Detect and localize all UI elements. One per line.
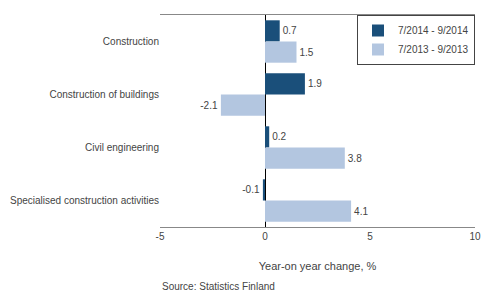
svg-text:5: 5 xyxy=(367,231,373,242)
svg-text:0.7: 0.7 xyxy=(283,25,297,36)
svg-text:Year-on year change, %: Year-on year change, % xyxy=(259,260,377,272)
svg-text:Construction of buildings: Construction of buildings xyxy=(49,89,159,100)
svg-text:1.9: 1.9 xyxy=(308,78,322,89)
svg-text:Source: Statistics Finland: Source: Statistics Finland xyxy=(162,281,275,292)
svg-text:-5: -5 xyxy=(156,231,165,242)
svg-text:7/2013 - 9/2013: 7/2013 - 9/2013 xyxy=(398,44,468,55)
svg-text:1.5: 1.5 xyxy=(300,47,314,58)
svg-text:0: 0 xyxy=(262,231,268,242)
svg-text:Civil engineering: Civil engineering xyxy=(85,142,159,153)
svg-text:-2.1: -2.1 xyxy=(200,100,218,111)
svg-text:Specialised construction activ: Specialised construction activities xyxy=(10,195,159,206)
svg-text:3.8: 3.8 xyxy=(348,153,362,164)
svg-text:Construction: Construction xyxy=(103,36,159,47)
svg-text:10: 10 xyxy=(469,231,481,242)
svg-text:0.2: 0.2 xyxy=(272,131,286,142)
svg-text:-0.1: -0.1 xyxy=(242,184,260,195)
svg-text:7/2014 - 9/2014: 7/2014 - 9/2014 xyxy=(398,25,468,36)
svg-text:4.1: 4.1 xyxy=(354,206,368,217)
